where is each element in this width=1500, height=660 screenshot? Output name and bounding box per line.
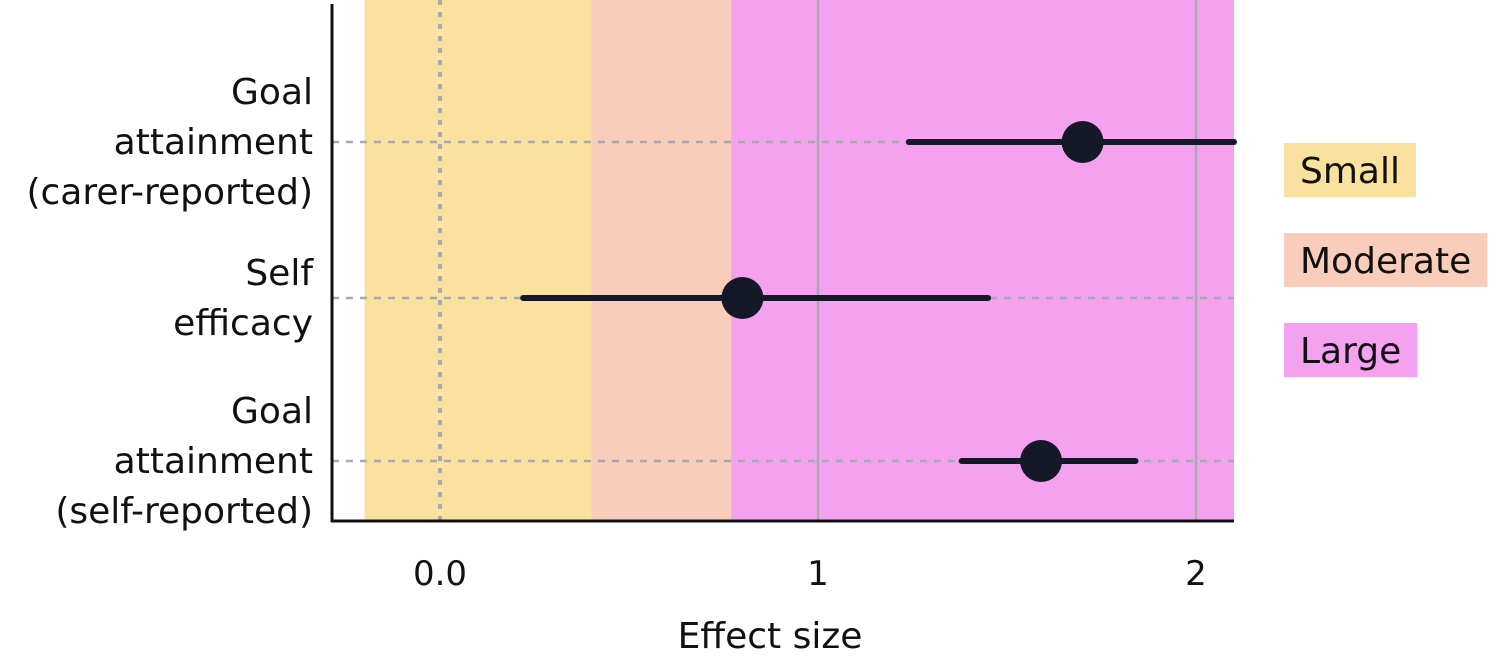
point-estimate-1 xyxy=(721,277,764,319)
category-label-line: (carer-reported) xyxy=(26,172,313,213)
category-label-line: Goal xyxy=(231,72,313,113)
band-large xyxy=(731,0,1234,521)
category-label-line: efficacy xyxy=(173,303,313,344)
category-label-line: Goal xyxy=(231,391,313,432)
x-tick-label-1: 1 xyxy=(807,554,829,594)
effect-bands xyxy=(364,0,1234,521)
point-estimate-2 xyxy=(1020,440,1063,482)
point-estimates xyxy=(721,121,1104,482)
x-tick-label-2: 2 xyxy=(1185,554,1207,594)
legend-item-moderate: Moderate xyxy=(1284,233,1488,287)
category-label-line: attainment xyxy=(114,441,313,482)
legend-label: Small xyxy=(1300,151,1400,192)
legend-label: Moderate xyxy=(1300,241,1471,282)
legend-swatch xyxy=(1284,233,1488,287)
legend-item-large: Large xyxy=(1284,323,1418,377)
category-label-line: Self xyxy=(245,253,314,294)
legend-swatch xyxy=(1284,323,1418,377)
axes xyxy=(330,4,1234,523)
grid-lines xyxy=(438,0,1198,521)
category-label-line: attainment xyxy=(114,122,313,163)
legend: Small Moderate Large xyxy=(1284,143,1488,377)
point-estimate-0 xyxy=(1061,121,1104,163)
legend-swatch xyxy=(1284,143,1416,197)
x-axis-title: Effect size xyxy=(678,616,863,657)
legend-label: Large xyxy=(1300,331,1401,372)
band-small xyxy=(364,0,592,521)
legend-item-small: Small xyxy=(1284,143,1416,197)
band-moderate xyxy=(591,0,732,521)
category-labels: Goal attainment (carer-reported) Self effica… xyxy=(26,72,314,532)
x-tick-labels: 0.0 1 2 xyxy=(413,554,1207,594)
category-label-line: (self-reported) xyxy=(55,491,313,532)
x-tick-label-0.0: 0.0 xyxy=(413,554,467,594)
